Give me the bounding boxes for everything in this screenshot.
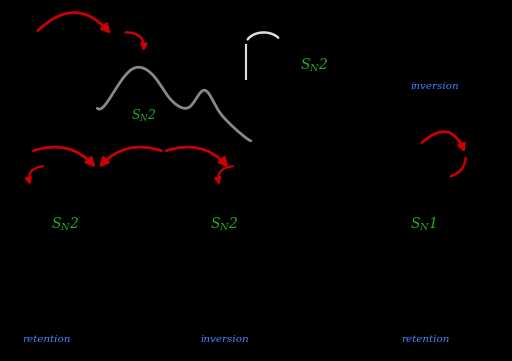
- Text: retention: retention: [22, 335, 70, 344]
- Text: $\mathregular{S_N2}$: $\mathregular{S_N2}$: [300, 56, 328, 74]
- Text: inversion: inversion: [411, 82, 459, 91]
- Text: $\mathregular{S_N2}$: $\mathregular{S_N2}$: [131, 108, 157, 123]
- Text: retention: retention: [401, 335, 449, 344]
- Text: $\mathregular{S_N2}$: $\mathregular{S_N2}$: [210, 215, 239, 232]
- Text: $\mathregular{S_N2}$: $\mathregular{S_N2}$: [51, 215, 80, 232]
- Text: $\mathregular{S_N1}$: $\mathregular{S_N1}$: [410, 215, 436, 232]
- Text: inversion: inversion: [201, 335, 249, 344]
